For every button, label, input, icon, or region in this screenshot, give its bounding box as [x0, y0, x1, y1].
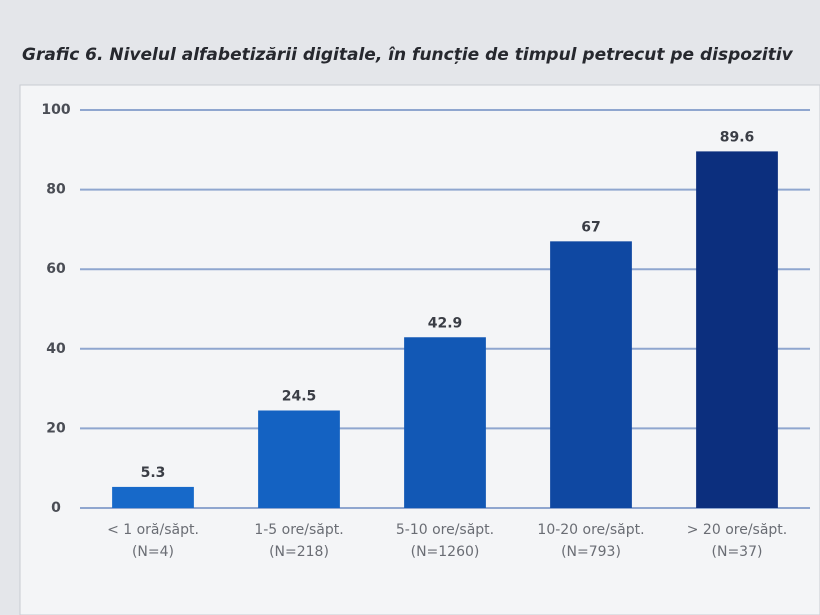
x-tick-label: 5-10 ore/săpt. [396, 522, 494, 538]
value-label: 5.3 [141, 465, 166, 481]
x-tick-label: (N=218) [269, 544, 329, 560]
value-label: 89.6 [720, 129, 755, 145]
y-tick-label: 80 [46, 182, 66, 198]
bar [696, 151, 778, 508]
x-tick-label: (N=793) [561, 544, 621, 560]
bar [258, 410, 340, 508]
x-tick-label: (N=37) [712, 544, 763, 560]
y-tick-label: 60 [46, 261, 66, 277]
value-label: 24.5 [282, 388, 317, 404]
x-tick-label: (N=4) [132, 544, 174, 560]
x-tick-label: 1-5 ore/săpt. [254, 522, 343, 538]
x-tick-label: > 20 ore/săpt. [687, 522, 788, 538]
y-tick-label: 100 [41, 102, 70, 118]
bar [112, 486, 194, 508]
bar [404, 337, 486, 508]
y-tick-label: 20 [46, 420, 66, 436]
y-tick-label: 0 [51, 500, 61, 516]
value-label: 67 [581, 219, 600, 235]
bar [550, 241, 632, 508]
x-tick-label: (N=1260) [411, 544, 480, 560]
value-label: 42.9 [428, 315, 463, 331]
x-tick-label: 10-20 ore/săpt. [537, 522, 644, 538]
chart-title: Grafic 6. Nivelul alfabetizării digitale… [22, 45, 794, 65]
x-tick-label: < 1 oră/săpt. [107, 522, 199, 538]
y-tick-label: 40 [46, 341, 66, 357]
